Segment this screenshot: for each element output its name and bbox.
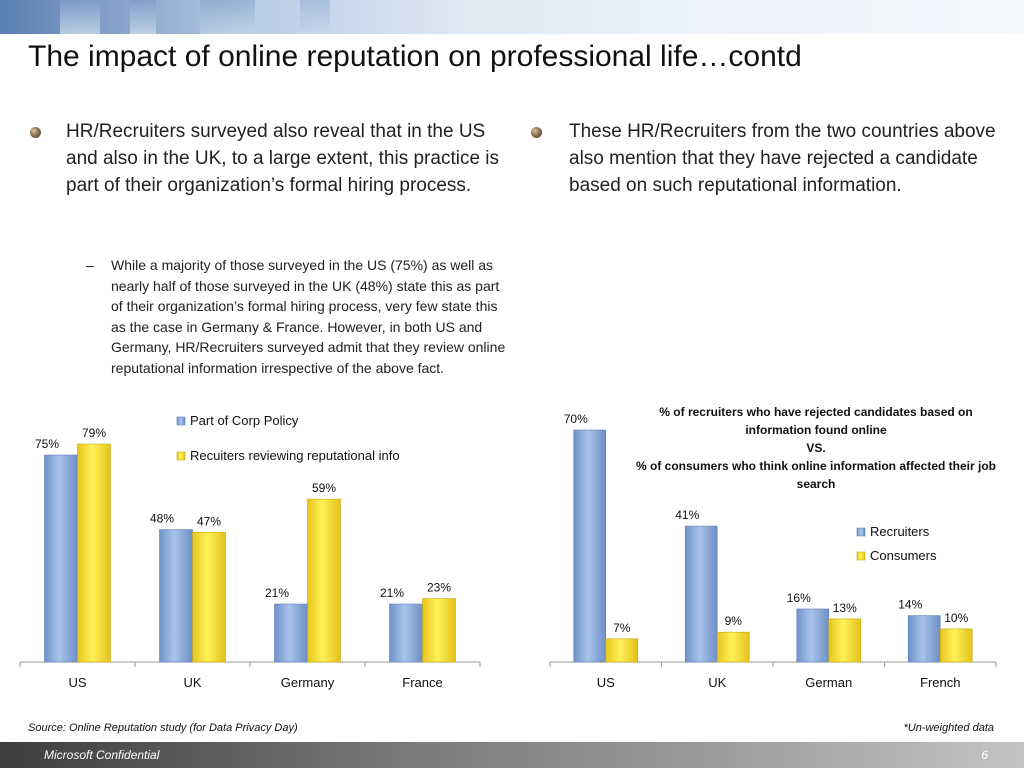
chart-title-line: search	[797, 477, 836, 491]
data-label: 79%	[82, 426, 106, 440]
data-label: 48%	[150, 512, 174, 526]
banner-building	[200, 0, 255, 34]
bar-blue	[44, 454, 78, 663]
data-label: 47%	[197, 514, 221, 528]
bar-blue	[389, 603, 423, 663]
unweighted-note: *Un-weighted data	[903, 722, 994, 734]
legend-swatch	[176, 451, 186, 461]
bullet-left: HR/Recruiters surveyed also reveal that …	[66, 121, 500, 196]
header-banner	[0, 0, 1024, 34]
chart-title-line: information found online	[745, 423, 887, 437]
bar-yellow	[77, 443, 111, 663]
data-label: 21%	[380, 586, 404, 600]
legend-entry: Consumers	[870, 548, 937, 563]
data-label: 16%	[787, 591, 811, 605]
banner-building	[300, 0, 330, 34]
legend-entry: Recruiters	[870, 524, 930, 539]
bar-yellow	[192, 532, 226, 663]
data-label: 7%	[613, 621, 631, 635]
bar-blue	[573, 429, 607, 663]
data-label: 10%	[944, 611, 968, 625]
bar-yellow	[828, 618, 862, 663]
slide-title: The impact of online reputation on profe…	[28, 40, 802, 73]
x-tick-label: US	[597, 675, 615, 690]
legend-swatch	[176, 416, 186, 426]
bullet-icon	[531, 127, 542, 138]
data-label: 41%	[675, 508, 699, 522]
data-label: 14%	[898, 598, 922, 612]
page-number: 6	[981, 748, 988, 762]
banner-building	[130, 0, 156, 34]
bar-blue	[907, 615, 941, 663]
data-label: 70%	[564, 412, 588, 426]
data-label: 59%	[312, 481, 336, 495]
legend-entry: Part of Corp Policy	[190, 413, 299, 428]
bar-blue	[274, 603, 308, 663]
chart-title-line: VS.	[806, 441, 825, 455]
x-tick-label: French	[920, 675, 960, 690]
legend-swatch	[856, 551, 866, 561]
sub-bullet-text: While a majority of those surveyed in th…	[111, 257, 506, 376]
confidential-label: Microsoft Confidential	[44, 748, 160, 762]
legend-entry: Recuiters reviewing reputational info	[190, 448, 400, 463]
x-tick-label: UK	[708, 675, 726, 690]
bar-yellow	[716, 631, 750, 663]
data-label: 9%	[725, 614, 743, 628]
sub-bullet-dash: –	[86, 257, 94, 273]
x-tick-label: UK	[183, 675, 201, 690]
banner-building	[60, 0, 100, 34]
x-tick-label: US	[68, 675, 86, 690]
chart-title-line: % of consumers who think online informat…	[636, 459, 996, 473]
bar-yellow	[939, 628, 973, 663]
bullet-right: These HR/Recruiters from the two countri…	[569, 121, 996, 196]
x-tick-label: France	[402, 675, 442, 690]
data-label: 21%	[265, 586, 289, 600]
bar-blue	[796, 608, 830, 663]
bar-yellow	[422, 598, 456, 663]
bar-yellow	[605, 638, 639, 663]
legend-swatch	[856, 527, 866, 537]
bar-yellow	[307, 498, 341, 663]
bullet-icon	[30, 127, 41, 138]
source-note: Source: Online Reputation study (for Dat…	[28, 722, 298, 734]
data-label: 13%	[833, 601, 857, 615]
x-tick-label: German	[805, 675, 852, 690]
footer-bar: Microsoft Confidential 6	[0, 742, 1024, 768]
x-tick-label: Germany	[281, 675, 335, 690]
chart-title-line: % of recruiters who have rejected candid…	[659, 405, 972, 419]
data-label: 75%	[35, 437, 59, 451]
data-label: 23%	[427, 581, 451, 595]
bar-blue	[159, 529, 193, 663]
bar-blue	[684, 525, 718, 663]
